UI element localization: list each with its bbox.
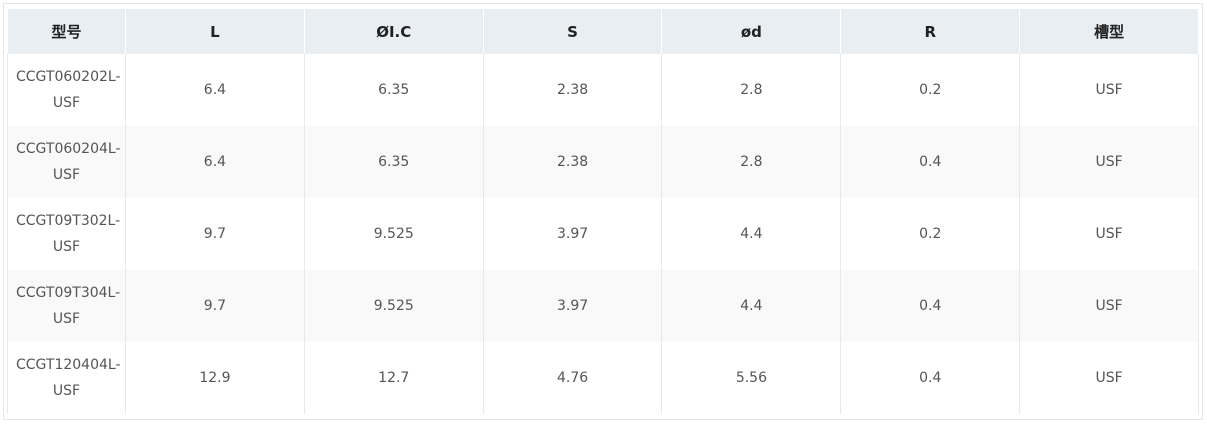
header-cell: 槽型 xyxy=(1019,9,1199,54)
table-cell: 0.4 xyxy=(840,270,1021,342)
table-cell: USF xyxy=(1019,342,1199,414)
table-cell: 12.9 xyxy=(125,342,305,414)
table-cell: 9.525 xyxy=(303,270,484,342)
table-cell: 0.4 xyxy=(840,342,1021,414)
table-cell: USF xyxy=(1019,270,1199,342)
table-cell: 6.35 xyxy=(303,126,484,198)
header-cell: L xyxy=(125,9,305,54)
table-cell: 3.97 xyxy=(482,270,663,342)
table-row: CCGT09T302L-USF 9.7 9.525 3.97 4.4 0.2 USF xyxy=(7,198,1199,270)
table-cell: 9.7 xyxy=(125,270,305,342)
table-cell: USF xyxy=(1019,198,1199,270)
table-row: CCGT060202L-USF 6.4 6.35 2.38 2.8 0.2 USF xyxy=(7,54,1199,126)
header-cell: ØI.C xyxy=(303,9,484,54)
table-cell: 4.76 xyxy=(482,342,663,414)
table-cell: 5.56 xyxy=(661,342,842,414)
table-cell: CCGT120404L-USF xyxy=(7,342,126,414)
header-cell: S xyxy=(482,9,663,54)
table-cell: 6.4 xyxy=(125,54,305,126)
table-cell: 9.525 xyxy=(303,198,484,270)
table-cell: USF xyxy=(1019,126,1199,198)
table-cell: CCGT060204L-USF xyxy=(7,126,126,198)
table-cell: CCGT060202L-USF xyxy=(7,54,126,126)
table-cell: 0.2 xyxy=(840,54,1021,126)
table-cell: 4.4 xyxy=(661,270,842,342)
table-cell: 6.35 xyxy=(303,54,484,126)
table-row: CCGT060204L-USF 6.4 6.35 2.38 2.8 0.4 USF xyxy=(7,126,1199,198)
table-row: CCGT09T304L-USF 9.7 9.525 3.97 4.4 0.4 USF xyxy=(7,270,1199,342)
table-row: CCGT120404L-USF 12.9 12.7 4.76 5.56 0.4 USF xyxy=(7,342,1199,414)
table-cell: 0.2 xyxy=(840,198,1021,270)
table-cell: 2.8 xyxy=(661,54,842,126)
table-cell: 6.4 xyxy=(125,126,305,198)
table-cell: 4.4 xyxy=(661,198,842,270)
table-cell: 12.7 xyxy=(303,342,484,414)
table-cell: USF xyxy=(1019,54,1199,126)
table-cell: 2.38 xyxy=(482,54,663,126)
header-cell: ød xyxy=(661,9,842,54)
table-body: CCGT060202L-USF 6.4 6.35 2.38 2.8 0.2 USF CCGT0… xyxy=(7,54,1199,414)
table-cell: 0.4 xyxy=(840,126,1021,198)
header-cell: R xyxy=(840,9,1021,54)
table-cell: 2.38 xyxy=(482,126,663,198)
table-cell: CCGT09T304L-USF xyxy=(7,270,126,342)
table-cell: 9.7 xyxy=(125,198,305,270)
table-cell: 3.97 xyxy=(482,198,663,270)
table-cell: CCGT09T302L-USF xyxy=(7,198,126,270)
table-cell: 2.8 xyxy=(661,126,842,198)
header-cell: 型号 xyxy=(7,9,126,54)
